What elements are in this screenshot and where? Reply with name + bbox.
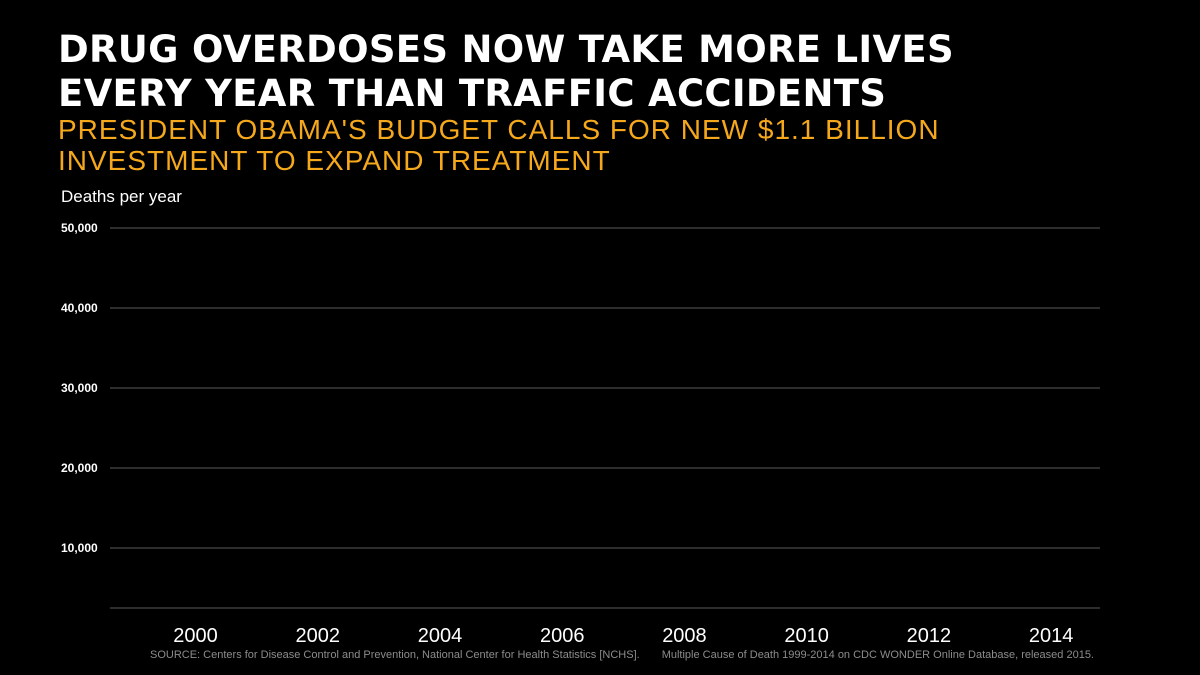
- y-tick-label-4: 50,000: [61, 221, 98, 235]
- y-tick-label-2: 30,000: [61, 381, 98, 395]
- title-line-1: DRUG OVERDOSES NOW TAKE MORE LIVES: [58, 28, 954, 71]
- source-part-2: Multiple Cause of Death 1999-2014 on CDC…: [661, 649, 1094, 661]
- y-tick-label-3: 40,000: [61, 301, 98, 315]
- title-line-2: EVERY YEAR THAN TRAFFIC ACCIDENTS: [58, 72, 887, 115]
- x-tick-label-6: 2012: [907, 625, 952, 647]
- x-tick-label-7: 2014: [1029, 625, 1074, 647]
- x-tick-label-1: 2002: [296, 625, 341, 647]
- x-tick-label-3: 2006: [540, 625, 585, 647]
- x-tick-label-5: 2010: [784, 625, 829, 647]
- subtitle-line-1: PRESIDENT OBAMA'S BUDGET CALLS FOR NEW $…: [58, 114, 940, 145]
- y-tick-label-0: 10,000: [61, 541, 98, 555]
- x-tick-label-0: 2000: [173, 625, 218, 647]
- y-axis-label: Deaths per year: [61, 187, 182, 206]
- x-tick-label-4: 2008: [662, 625, 707, 647]
- chart-subtitle: PRESIDENT OBAMA'S BUDGET CALLS FOR NEW $…: [58, 114, 1158, 176]
- source-part-1: SOURCE: Centers for Disease Control and …: [150, 649, 640, 661]
- chart-title: DRUG OVERDOSES NOW TAKE MORE LIVES EVERY…: [58, 28, 1158, 116]
- subtitle-line-2: INVESTMENT TO EXPAND TREATMENT: [58, 145, 611, 176]
- source-note: SOURCE: Centers for Disease Control and …: [150, 649, 1150, 661]
- x-tick-label-2: 2004: [418, 625, 463, 647]
- y-tick-label-1: 20,000: [61, 461, 98, 475]
